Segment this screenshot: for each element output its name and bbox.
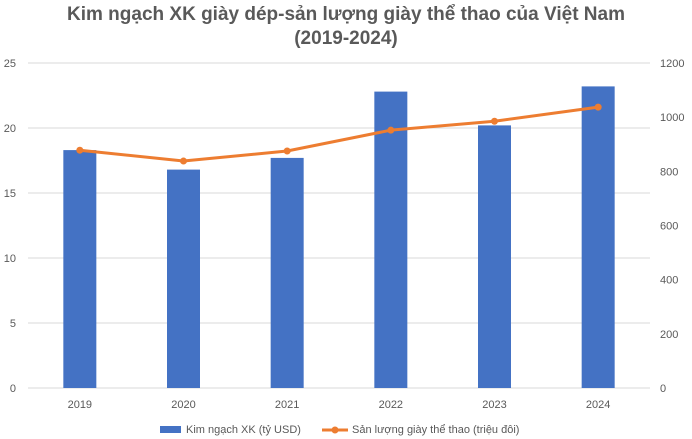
x-tick-label: 2020: [171, 399, 195, 411]
legend-line-marker: [331, 426, 339, 434]
line-point-2021: [283, 147, 291, 155]
bar-2023: [478, 125, 511, 389]
left-tick-label: 15: [4, 188, 16, 200]
left-tick-label: 20: [4, 123, 16, 135]
x-tick-label: 2023: [482, 399, 506, 411]
left-tick-label: 5: [10, 318, 16, 330]
right-tick-label: 1200: [660, 58, 684, 70]
right-tick-label: 200: [660, 329, 678, 341]
x-tick-label: 2022: [379, 399, 403, 411]
right-tick-label: 600: [660, 221, 678, 233]
bar-2024: [581, 86, 615, 389]
legend-line-label: Sản lượng giày thể thao (triệu đôi): [352, 424, 519, 436]
line-point-2022: [387, 126, 395, 134]
left-tick-label: 10: [4, 253, 16, 265]
x-tick-label: 2021: [275, 399, 299, 411]
bar-2021: [270, 157, 304, 388]
right-tick-label: 0: [660, 383, 666, 395]
line-point-2023: [491, 117, 498, 125]
x-tick-label: 2024: [586, 399, 610, 411]
bar-2022: [374, 91, 408, 388]
legend-bar-label: Kim ngạch XK (tỷ USD): [186, 424, 301, 436]
line-point-2020: [180, 157, 187, 165]
bar-2019: [63, 150, 97, 388]
x-tick-label: 2019: [68, 399, 92, 411]
line-point-2019: [76, 146, 84, 154]
right-tick-label: 400: [660, 275, 678, 287]
legend-bar-swatch: [160, 426, 181, 433]
bar-2020: [167, 169, 200, 388]
left-tick-label: 25: [4, 58, 16, 70]
chart-title-line1: Kim ngạch XK giày dép-sản lượng giày thể…: [67, 4, 625, 25]
right-tick-label: 800: [660, 166, 678, 178]
chart-title-line2: (2019-2024): [294, 28, 398, 49]
line-point-2024: [594, 103, 602, 111]
line-series: [79, 105, 599, 163]
left-tick-label: 0: [10, 383, 16, 395]
right-tick-label: 1000: [660, 112, 684, 124]
